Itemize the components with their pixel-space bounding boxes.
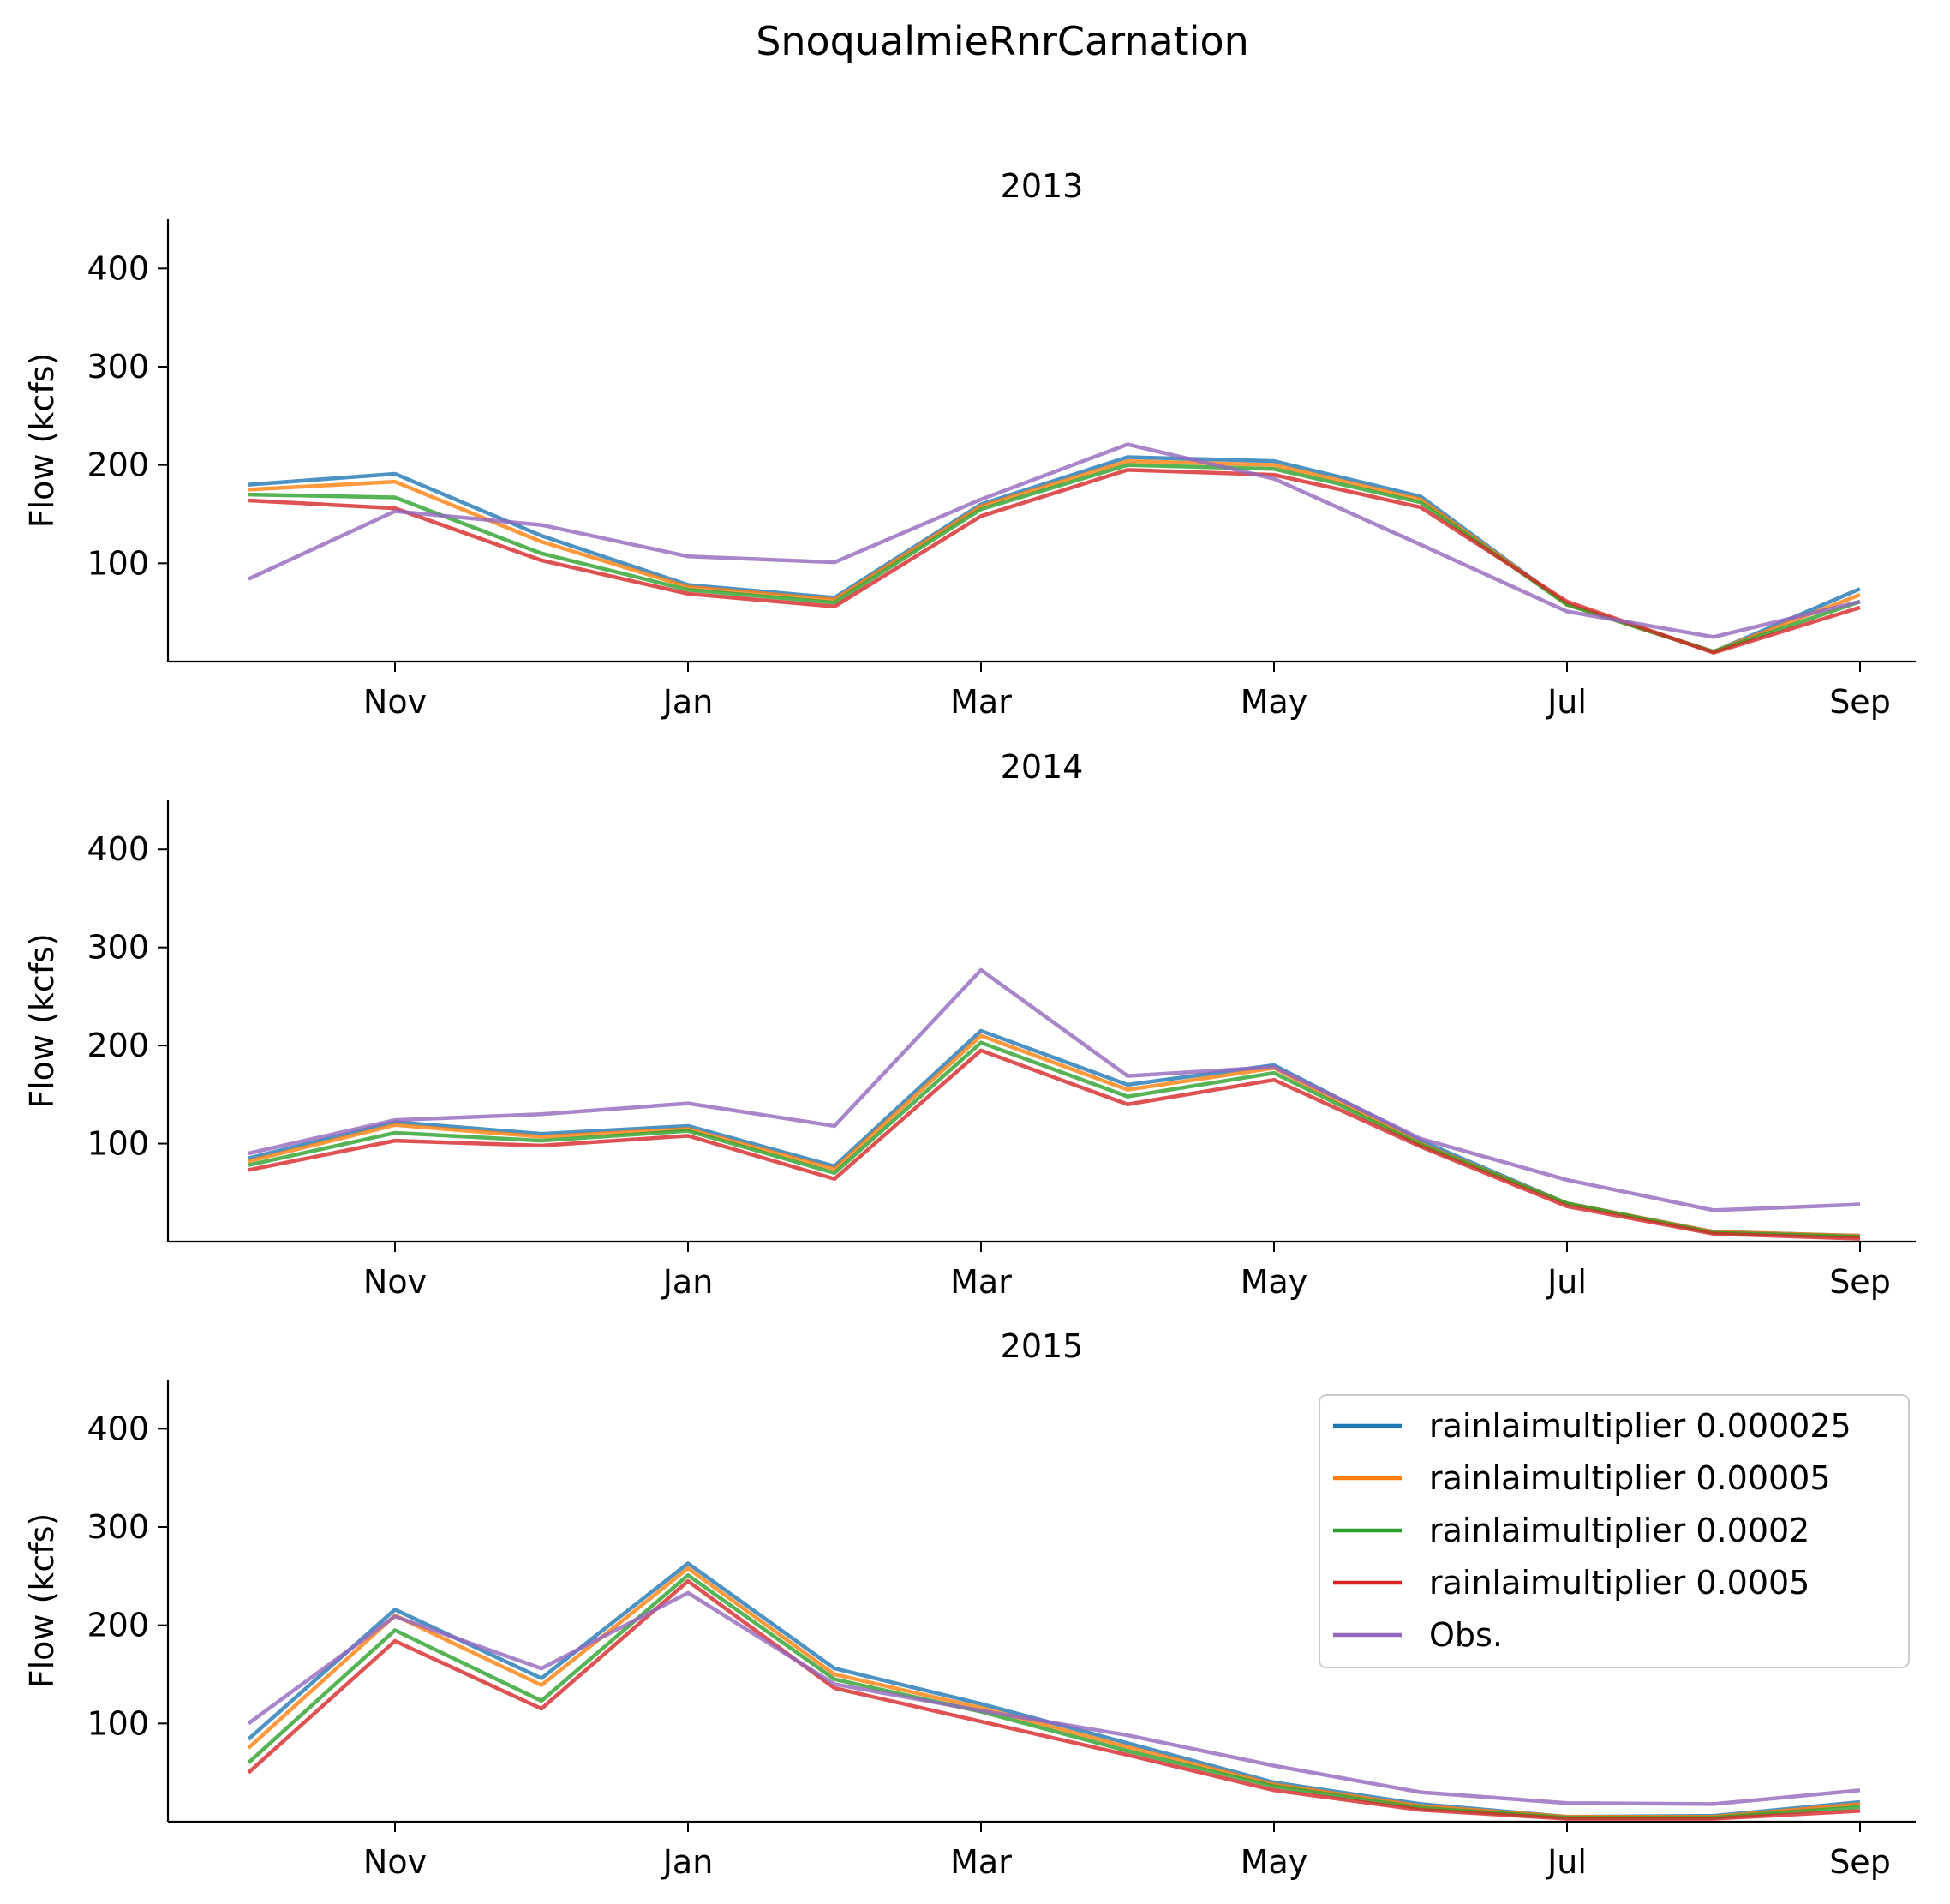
y-axis-label: Flow (kcfs)	[23, 353, 61, 529]
series-line-1	[248, 1033, 1861, 1238]
legend-box	[1319, 1394, 1910, 1668]
legend-label: Obs.	[1429, 1616, 1503, 1654]
x-tick-label: Nov	[363, 683, 427, 721]
series-line-2	[248, 463, 1861, 654]
series-line-3	[248, 1048, 1861, 1241]
series-line-2	[248, 1040, 1861, 1239]
x-tick-label: Sep	[1829, 683, 1891, 721]
y-tick-label: 300	[87, 348, 149, 386]
panel-2013: 2013 Flow (kcfs) 100 200 300 400 Nov Jan Mar May J…	[23, 167, 1916, 721]
x-tick-label: Jan	[661, 683, 714, 721]
x-tick-label: Mar	[950, 1263, 1012, 1301]
y-axis-label: Flow (kcfs)	[23, 933, 61, 1109]
x-tick-label: Mar	[950, 683, 1012, 721]
x-tick-label: Sep	[1829, 1263, 1891, 1301]
y-tick-label: 200	[87, 1027, 149, 1064]
x-tick-label: Jul	[1546, 683, 1587, 721]
x-tick-label: May	[1241, 683, 1308, 721]
series-line-3	[248, 468, 1861, 655]
x-tick-label: Jan	[661, 1263, 714, 1301]
legend-label: rainlaimultiplier 0.0002	[1429, 1512, 1809, 1549]
y-axis-label: Flow (kcfs)	[23, 1513, 61, 1689]
y-tick-label: 300	[87, 929, 149, 967]
legend: rainlaimultiplier 0.000025 rainlaimultipl…	[1319, 1394, 1910, 1668]
x-tick-label: Jul	[1546, 1843, 1587, 1881]
x-tick-label: Jul	[1546, 1263, 1587, 1301]
panel-2014: 2014 Flow (kcfs) 100 200 300 400 Nov Jan Mar May J…	[23, 748, 1916, 1301]
legend-label: rainlaimultiplier 0.000025	[1429, 1407, 1851, 1445]
series-line-4	[247, 1590, 1861, 1806]
series-line-1	[248, 458, 1861, 654]
series-line-4	[248, 967, 1861, 1212]
y-tick-label: 100	[87, 1704, 149, 1742]
legend-label: rainlaimultiplier 0.00005	[1429, 1459, 1831, 1497]
x-tick-label: Mar	[950, 1843, 1012, 1881]
panel-title: 2014	[1001, 748, 1084, 786]
x-tick-label: Nov	[363, 1843, 427, 1881]
series-line-3	[247, 1578, 1861, 1821]
y-tick-label: 400	[87, 830, 149, 868]
x-tick-label: Nov	[363, 1263, 427, 1301]
x-tick-label: May	[1241, 1843, 1308, 1881]
chart-title: SnoqualmieRnrCarnation	[756, 18, 1249, 64]
y-tick-label: 100	[87, 1125, 149, 1163]
legend-label: rainlaimultiplier 0.0005	[1429, 1564, 1809, 1602]
y-tick-label: 300	[87, 1508, 149, 1546]
series-line-4	[248, 442, 1861, 639]
panel-title: 2013	[1001, 167, 1084, 205]
y-tick-label: 200	[87, 1607, 149, 1644]
y-tick-label: 100	[87, 544, 149, 582]
y-tick-label: 400	[87, 249, 149, 287]
y-tick-label: 200	[87, 446, 149, 484]
panel-2015: 2015 Flow (kcfs) 100 200 300 400 Nov Jan Mar May J…	[23, 1327, 1916, 1881]
x-tick-label: Jan	[661, 1843, 714, 1881]
x-tick-label: Sep	[1829, 1843, 1891, 1881]
y-tick-label: 400	[87, 1410, 149, 1447]
panel-title: 2015	[1001, 1327, 1084, 1365]
x-tick-label: May	[1241, 1263, 1308, 1301]
